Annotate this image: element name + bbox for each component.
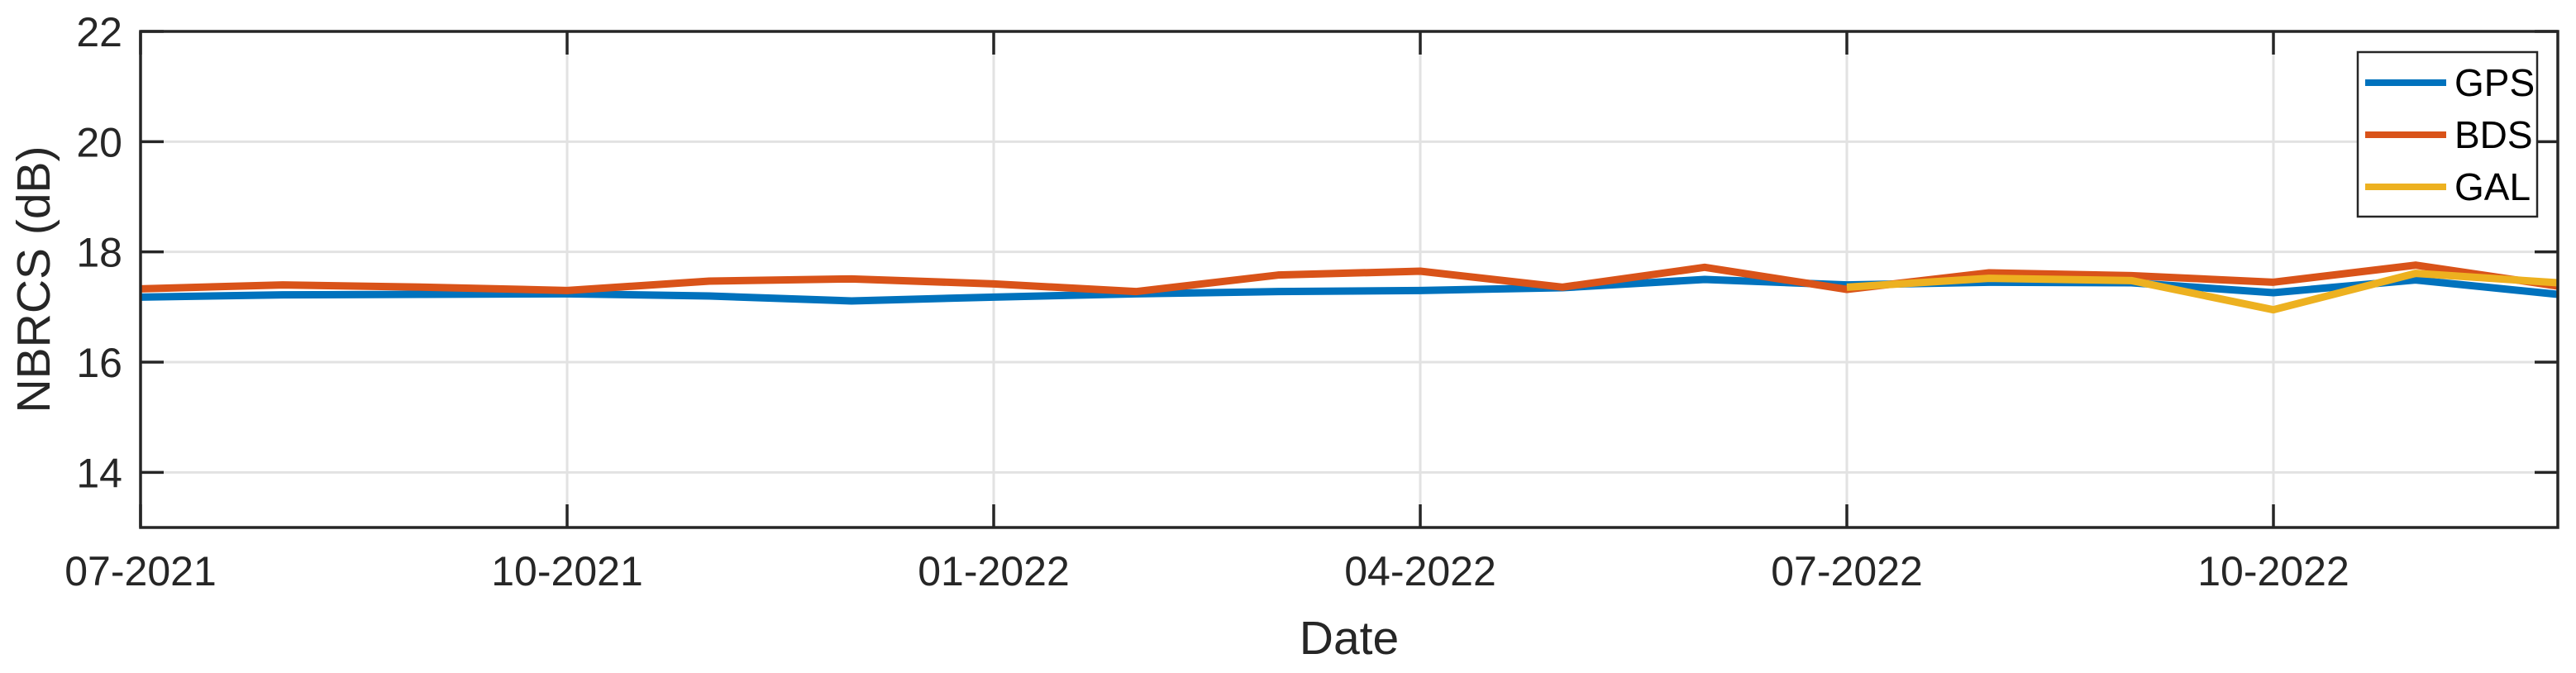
x-tick-label: 07-2022 xyxy=(1771,548,1923,594)
y-tick-label: 16 xyxy=(76,340,122,386)
plot-border xyxy=(139,30,2559,529)
legend-item-gal: GAL xyxy=(2365,165,2531,208)
y-axis-label: NBRCS (dB) xyxy=(7,146,60,413)
legend: GPS BDS GAL xyxy=(2356,50,2539,218)
legend-label-gal: GAL xyxy=(2454,165,2531,208)
x-tick-label: 10-2021 xyxy=(491,548,643,594)
y-tick-label: 20 xyxy=(76,119,122,165)
x-tick-label: 10-2022 xyxy=(2197,548,2349,594)
series-line-gal xyxy=(1846,270,2558,314)
y-tick-label: 18 xyxy=(76,230,122,276)
legend-label-gps: GPS xyxy=(2454,61,2535,104)
y-tick-label: 14 xyxy=(76,450,122,496)
series-line-bds xyxy=(141,261,2558,296)
tick-label-layer: 07-2021 10-2021 01-2022 04-2022 07-2022 10-20… xyxy=(64,9,2349,594)
x-tick-label: 04-2022 xyxy=(1344,548,1496,594)
x-tick-label: 01-2022 xyxy=(918,548,1070,594)
series-layer xyxy=(141,261,2558,314)
legend-label-bds: BDS xyxy=(2454,113,2533,156)
tick-layer xyxy=(139,30,2558,527)
legend-item-gps: GPS xyxy=(2365,61,2535,104)
y-tick-label: 22 xyxy=(76,9,122,55)
legend-item-bds: BDS xyxy=(2365,113,2533,156)
x-axis-label: Date xyxy=(1300,612,1399,665)
x-tick-label: 07-2021 xyxy=(64,548,217,594)
